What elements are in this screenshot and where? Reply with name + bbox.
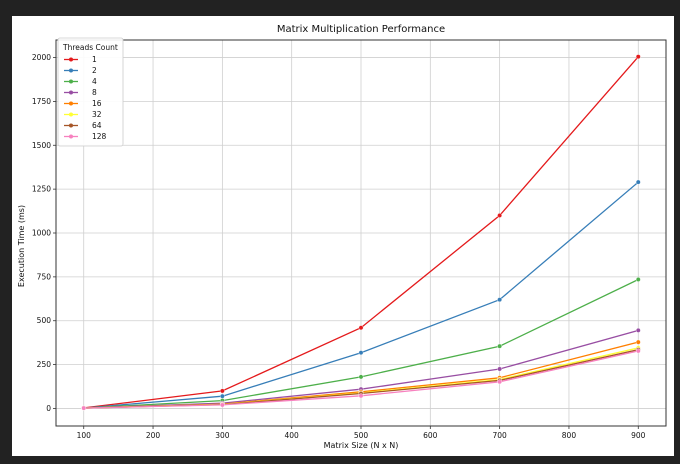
data-point <box>219 388 225 394</box>
legend-label: 8 <box>92 88 97 97</box>
legend-label: 1 <box>92 55 97 64</box>
chart-title: Matrix Multiplication Performance <box>277 24 445 35</box>
x-tick-label: 800 <box>562 431 577 440</box>
x-tick-label: 700 <box>492 431 507 440</box>
data-point <box>219 402 225 408</box>
line-chart: 100 200 300 400 500 600 700 800 900 025050075010… <box>17 24 667 450</box>
data-point <box>497 213 503 218</box>
data-point <box>81 405 87 411</box>
chart-frame: 100 200 300 400 500 600 700 800 900 0 250 500 750 10… <box>12 16 674 456</box>
x-tick-label: 600 <box>423 431 438 440</box>
legend-marker <box>69 57 73 62</box>
plot-border <box>55 39 667 427</box>
x-tick-label: 100 <box>77 431 92 440</box>
series-group <box>81 54 641 411</box>
legend-marker <box>69 112 73 117</box>
y-tick-label: 1500 <box>32 141 51 150</box>
y-axis-ticks: 0 250 500 750 1000 1250 1500 1750 2000 <box>32 53 56 413</box>
data-point <box>635 277 641 282</box>
legend-marker <box>69 90 73 95</box>
grid-lines <box>56 40 666 426</box>
data-point <box>358 393 364 399</box>
data-point <box>497 297 503 303</box>
y-tick-label: 2000 <box>32 53 51 62</box>
legend-label: 2 <box>92 66 97 75</box>
x-tick-label: 200 <box>146 431 161 440</box>
legend-label: 32 <box>92 110 102 119</box>
data-point <box>635 54 641 60</box>
legend-title: Threads Count <box>62 43 118 52</box>
y-tick-label: 1750 <box>32 97 51 106</box>
x-axis-label: Matrix Size (N x N) <box>324 441 399 450</box>
data-point <box>497 379 503 385</box>
x-tick-label: 300 <box>215 431 230 440</box>
legend-marker <box>69 101 73 106</box>
legend-items: 1 2 4 8 16 32 64 128 <box>64 55 107 141</box>
x-tick-label: 500 <box>354 431 369 440</box>
legend-box <box>57 37 124 147</box>
legend-label: 16 <box>92 99 102 108</box>
legend: Threads Count 1 2 4 8 16 32 64 128 <box>57 37 124 147</box>
x-tick-label: 900 <box>631 431 646 440</box>
x-axis-ticks: 100 200 300 400 500 600 700 800 900 <box>77 426 646 440</box>
data-point <box>497 343 503 349</box>
data-point <box>635 339 641 345</box>
y-tick-label: 1250 <box>32 185 51 194</box>
data-point <box>358 374 364 380</box>
y-tick-label: 500 <box>37 316 52 325</box>
data-point <box>635 348 641 354</box>
legend-marker <box>69 123 73 128</box>
data-point <box>635 327 641 333</box>
y-tick-label: 1000 <box>32 229 51 238</box>
y-tick-label: 250 <box>37 360 52 369</box>
x-tick-label: 400 <box>285 431 300 440</box>
data-point <box>358 350 364 356</box>
legend-marker <box>69 68 73 73</box>
legend-label: 128 <box>92 132 107 141</box>
y-tick-label: 0 <box>46 404 51 413</box>
legend-label: 64 <box>92 121 102 130</box>
data-point <box>358 325 364 331</box>
data-point <box>635 179 641 185</box>
legend-marker <box>69 134 73 139</box>
data-point <box>497 366 503 372</box>
y-axis-label: Execution Time (ms) <box>17 205 26 287</box>
y-tick-label: 750 <box>37 272 52 281</box>
legend-marker <box>69 79 73 84</box>
data-point <box>219 393 225 399</box>
legend-label: 4 <box>92 77 97 86</box>
